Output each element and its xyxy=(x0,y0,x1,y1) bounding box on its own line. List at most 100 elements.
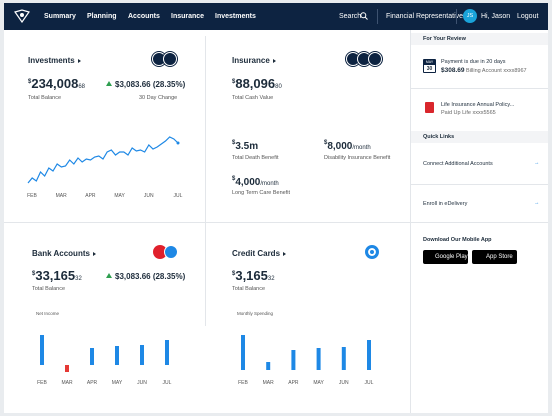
bar xyxy=(367,340,371,370)
divider xyxy=(456,9,457,24)
cents: 68 xyxy=(78,84,86,90)
currency: $ xyxy=(232,271,236,277)
sidebar xyxy=(410,30,548,413)
amount: 88,096 xyxy=(235,76,276,91)
card-icon xyxy=(365,245,379,259)
unit: /month xyxy=(352,145,371,151)
amount: 33,165 xyxy=(35,268,76,283)
x-tick-label: FEB xyxy=(37,380,47,386)
balance: $33,16532 xyxy=(32,268,82,283)
nav-item[interactable]: Accounts xyxy=(128,13,160,20)
x-tick-label: JUN xyxy=(137,380,147,386)
up-arrow xyxy=(106,81,112,86)
label: 30 Day Change xyxy=(139,95,178,101)
bar xyxy=(266,362,271,370)
card-title[interactable]: Investments xyxy=(28,56,81,65)
amount: 4,000 xyxy=(235,177,261,188)
x-tick-label: JUN xyxy=(339,380,349,386)
label: Total Balance xyxy=(232,286,266,292)
amount: 234,008 xyxy=(31,76,79,91)
bank-icon xyxy=(153,245,167,259)
bar xyxy=(115,346,119,365)
arrow[interactable]: → xyxy=(534,160,540,166)
bar xyxy=(40,335,44,365)
calendar-icon: MAY 30 xyxy=(423,59,436,73)
x-tick-label: MAR xyxy=(56,193,67,199)
end-point xyxy=(176,141,180,145)
label: Total Cash Value xyxy=(232,95,274,101)
representative[interactable]: Financial Representative xyxy=(386,13,464,20)
cash-value: $88,09680 xyxy=(232,76,282,91)
benefit: $4,000/month xyxy=(232,176,279,188)
x-tick-label: APR xyxy=(85,193,96,199)
review-title[interactable]: Payment is due in 20 days xyxy=(441,59,506,65)
bank-icon xyxy=(164,245,178,259)
divider xyxy=(411,184,548,185)
cents: 80 xyxy=(275,84,282,90)
up-arrow xyxy=(106,273,112,278)
account-icon xyxy=(163,52,177,66)
unit: /month xyxy=(260,181,279,187)
greeting[interactable]: Hi, Jason xyxy=(481,13,511,20)
balance: $3,16532 xyxy=(232,268,275,283)
bar-chart: FEB MAR APR MAY JUN JUL xyxy=(238,335,374,386)
x-tick-label: APR xyxy=(87,380,98,386)
detail: Paid Up Life xxxx5565 xyxy=(441,110,496,116)
arrow[interactable]: → xyxy=(534,200,540,206)
logout[interactable]: Logout xyxy=(517,13,539,20)
section-header: Quick Links xyxy=(411,131,548,143)
day: 30 xyxy=(426,66,433,72)
search-icon[interactable] xyxy=(360,12,368,20)
line xyxy=(27,136,179,184)
card-title[interactable]: Bank Accounts xyxy=(32,249,96,258)
nav-item[interactable]: Planning xyxy=(87,13,117,20)
amount: 8,000 xyxy=(327,141,353,152)
quick-link[interactable]: Enroll in eDelivery xyxy=(423,201,468,207)
x-tick-label: MAR xyxy=(263,380,275,386)
bar xyxy=(140,345,144,365)
search[interactable]: Search xyxy=(339,13,362,20)
x-tick-label: MAY xyxy=(313,380,324,386)
review-title[interactable]: Life Insurance Annual Policy... xyxy=(441,102,515,108)
bar xyxy=(316,348,321,370)
chart-title: Monthly Spending xyxy=(237,311,274,316)
bar xyxy=(165,340,169,365)
x-tick-label: JUL xyxy=(174,193,183,199)
bar xyxy=(291,350,296,370)
currency: $ xyxy=(232,140,236,146)
x-tick-label: FEB xyxy=(27,193,37,199)
label: Total Balance xyxy=(28,95,62,101)
currency: $ xyxy=(324,140,328,146)
store-button[interactable]: App Store xyxy=(472,250,517,264)
amount: 3.5m xyxy=(235,141,259,152)
change: $3,083.66 (28.35%) xyxy=(115,80,186,89)
divider xyxy=(4,222,410,223)
account-icon xyxy=(368,52,382,66)
nav-item[interactable]: Insurance xyxy=(171,13,205,20)
currency: $ xyxy=(28,79,32,85)
amount: $308.69 xyxy=(441,67,465,74)
label: Total Death Benefit xyxy=(232,155,279,161)
balance: $234,00868 xyxy=(28,76,85,91)
card-title[interactable]: Credit Cards xyxy=(232,249,286,258)
benefit: $8,000/month xyxy=(324,140,371,152)
store-button[interactable]: Google Play xyxy=(423,250,468,264)
logo xyxy=(14,9,30,23)
bar xyxy=(90,348,94,365)
section-header: For Your Review xyxy=(411,33,548,45)
chart-title: Net Income xyxy=(36,311,60,316)
x-tick-label: JUL xyxy=(163,380,172,386)
card-title[interactable]: Insurance xyxy=(232,56,276,65)
nav-item[interactable]: Investments xyxy=(215,13,256,20)
line-chart: FEB MAR APR MAY JUN JUL xyxy=(27,136,183,199)
x-tick-label: MAR xyxy=(61,380,73,386)
avatar[interactable]: JS xyxy=(463,9,477,23)
label: Total Balance xyxy=(32,286,66,292)
divider xyxy=(411,88,548,89)
label: Disability Insurance Benefit xyxy=(324,155,391,161)
quick-link[interactable]: Connect Additional Accounts xyxy=(423,161,493,167)
nav-item[interactable]: Summary xyxy=(44,13,76,20)
divider xyxy=(411,222,548,223)
amount: 3,165 xyxy=(235,268,268,283)
